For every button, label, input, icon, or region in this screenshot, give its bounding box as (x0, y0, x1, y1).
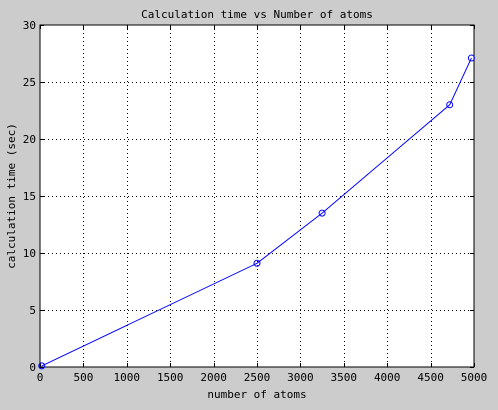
x-tick-label: 3000 (287, 371, 314, 384)
x-tick-label: 1500 (157, 371, 184, 384)
x-tick-label: 2000 (200, 371, 227, 384)
x-tick-label: 0 (37, 371, 44, 384)
y-tick-labels: 0 5 10 15 20 25 30 (23, 19, 36, 374)
x-tick-label: 5000 (461, 371, 488, 384)
data-point (38, 362, 46, 370)
x-tick-label: 4000 (374, 371, 401, 384)
data-point (253, 259, 261, 267)
data-point (467, 54, 475, 62)
ticks (40, 25, 475, 368)
grid (40, 25, 474, 367)
x-tick-labels: 0 500 1000 1500 2000 2500 3000 3500 4000 4500 5000 (37, 371, 488, 384)
y-tick-label: 25 (23, 76, 36, 89)
x-tick-label: 2500 (244, 371, 271, 384)
x-tick-label: 1000 (114, 371, 141, 384)
series (38, 54, 475, 370)
y-axis-label: calculation time (sec) (5, 123, 18, 269)
x-tick-label: 500 (73, 371, 93, 384)
y-tick-label: 0 (29, 361, 36, 374)
x-tick-label: 3500 (331, 371, 358, 384)
data-point (318, 209, 326, 217)
x-axis-label: number of atoms (207, 388, 306, 401)
y-tick-label: 10 (23, 247, 36, 260)
y-tick-label: 15 (23, 190, 36, 203)
y-tick-label: 20 (23, 133, 36, 146)
data-point (446, 101, 454, 109)
y-tick-label: 5 (29, 304, 36, 317)
chart-title: Calculation time vs Number of atoms (141, 8, 373, 21)
x-tick-label: 4500 (417, 371, 444, 384)
y-tick-label: 30 (23, 19, 36, 32)
series-line (41, 57, 472, 367)
